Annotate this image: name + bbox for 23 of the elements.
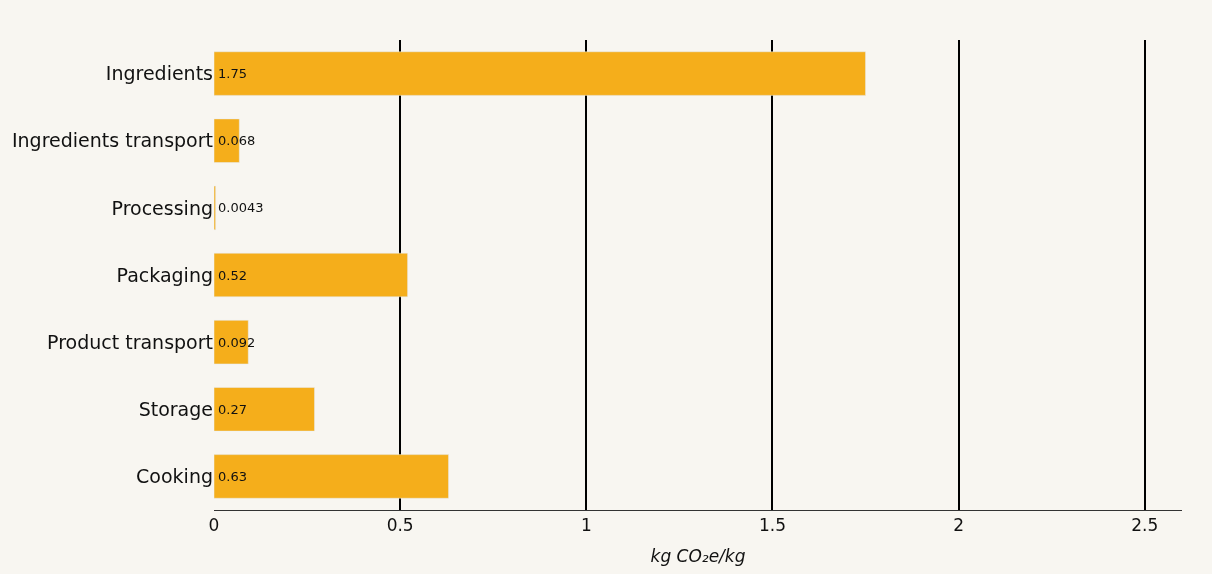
data-label: 0.63 bbox=[218, 469, 247, 484]
y-tick-label: Ingredients bbox=[105, 62, 213, 85]
y-tick-label: Ingredients transport bbox=[11, 129, 213, 152]
data-label: 1.75 bbox=[218, 66, 247, 81]
y-tick-label: Processing bbox=[111, 196, 213, 219]
x-axis-title: kg CO₂e/kg bbox=[650, 545, 746, 566]
bar bbox=[214, 51, 866, 96]
x-tick-label: 1 bbox=[580, 515, 592, 536]
x-tick-label: 2.5 bbox=[1131, 515, 1159, 536]
x-tick-label: 2 bbox=[953, 515, 965, 536]
y-tick-label: Packaging bbox=[116, 263, 213, 286]
x-tick-label: 0.5 bbox=[386, 515, 414, 536]
data-label: 0.0043 bbox=[218, 200, 264, 215]
bar bbox=[214, 454, 449, 499]
y-tick-label: Cooking bbox=[136, 465, 213, 488]
bar bbox=[214, 252, 408, 298]
x-tick-label: 1.5 bbox=[758, 515, 786, 536]
x-tick-label: 0 bbox=[208, 515, 220, 536]
bar bbox=[214, 387, 315, 432]
data-label: 0.52 bbox=[218, 268, 247, 283]
y-tick-label: Product transport bbox=[47, 330, 213, 353]
y-tick-label: Storage bbox=[138, 397, 213, 420]
data-label: 0.27 bbox=[218, 402, 247, 417]
